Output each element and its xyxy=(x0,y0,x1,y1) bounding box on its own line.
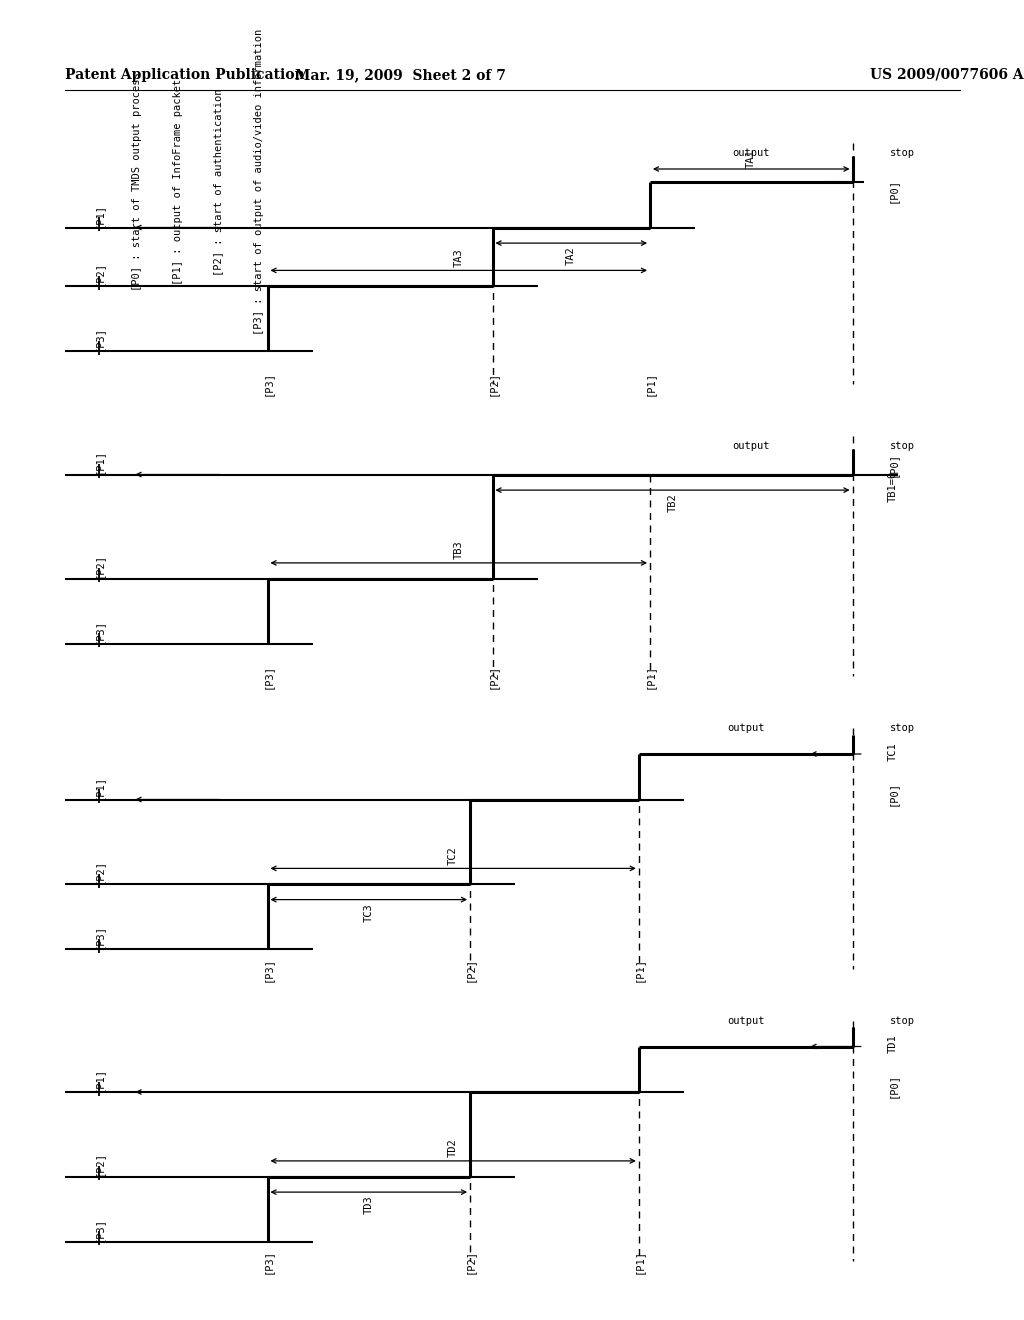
Text: TB3: TB3 xyxy=(454,540,464,560)
Text: [P2]: [P2] xyxy=(94,261,103,286)
Text: [P0]: [P0] xyxy=(888,178,898,203)
Text: TC2: TC2 xyxy=(449,846,458,865)
Text: [P1]: [P1] xyxy=(634,957,644,982)
Text: stop: stop xyxy=(890,723,914,733)
Text: TB2: TB2 xyxy=(668,494,678,512)
Text: [P3]: [P3] xyxy=(94,619,103,644)
Text: [P2] : start of authentication: [P2] : start of authentication xyxy=(213,88,223,276)
Text: [P3]: [P3] xyxy=(94,924,103,949)
Text: [P2]: [P2] xyxy=(94,1151,103,1176)
Text: output: output xyxy=(727,1015,764,1026)
Text: [P1]: [P1] xyxy=(94,202,103,227)
Text: [P2]: [P2] xyxy=(487,371,498,396)
Text: TD2: TD2 xyxy=(449,1139,458,1158)
Text: [P2]: [P2] xyxy=(465,957,475,982)
Text: [P1]: [P1] xyxy=(94,1067,103,1092)
Text: output: output xyxy=(727,723,764,733)
Text: [P3]: [P3] xyxy=(262,371,272,396)
Text: stop: stop xyxy=(890,148,914,158)
Text: [P2]: [P2] xyxy=(94,553,103,578)
Text: [P1]: [P1] xyxy=(645,371,655,396)
Text: [P1]: [P1] xyxy=(94,775,103,800)
Text: [P3] : start of output of audio/video information: [P3] : start of output of audio/video in… xyxy=(254,29,264,335)
Text: TD3: TD3 xyxy=(364,1196,374,1214)
Text: [P3]: [P3] xyxy=(94,1217,103,1242)
Text: stop: stop xyxy=(890,441,914,451)
Text: [P2]: [P2] xyxy=(465,1249,475,1274)
Text: TD1: TD1 xyxy=(888,1035,898,1053)
Text: stop: stop xyxy=(890,1015,914,1026)
Text: [P1] : output of InfoFrame packet: [P1] : output of InfoFrame packet xyxy=(173,79,183,285)
Text: [P1]: [P1] xyxy=(94,450,103,474)
Text: [P1]: [P1] xyxy=(645,664,655,689)
Text: [P0]: [P0] xyxy=(888,781,898,807)
Text: [P0]: [P0] xyxy=(888,1073,898,1098)
Text: Patent Application Publication: Patent Application Publication xyxy=(65,69,304,82)
Text: [P3]: [P3] xyxy=(262,664,272,689)
Text: TC3: TC3 xyxy=(364,903,374,921)
Text: [P3]: [P3] xyxy=(262,1249,272,1274)
Text: Mar. 19, 2009  Sheet 2 of 7: Mar. 19, 2009 Sheet 2 of 7 xyxy=(295,69,506,82)
Text: [P2]: [P2] xyxy=(487,664,498,689)
Text: [P2]: [P2] xyxy=(94,859,103,884)
Text: output: output xyxy=(732,148,770,158)
Text: [P1]: [P1] xyxy=(634,1249,644,1274)
Text: [P3]: [P3] xyxy=(94,326,103,351)
Text: TA3: TA3 xyxy=(454,248,464,267)
Text: US 2009/0077606 A1: US 2009/0077606 A1 xyxy=(870,69,1024,82)
Text: TB1=0: TB1=0 xyxy=(888,471,898,502)
Text: TC1: TC1 xyxy=(888,742,898,760)
Text: TA2: TA2 xyxy=(566,247,577,265)
Text: [P0] : start of TMDS output process: [P0] : start of TMDS output process xyxy=(132,73,142,292)
Text: TA1: TA1 xyxy=(746,149,757,168)
Text: [P3]: [P3] xyxy=(262,957,272,982)
Text: [P0]: [P0] xyxy=(888,451,898,477)
Text: output: output xyxy=(732,441,770,451)
